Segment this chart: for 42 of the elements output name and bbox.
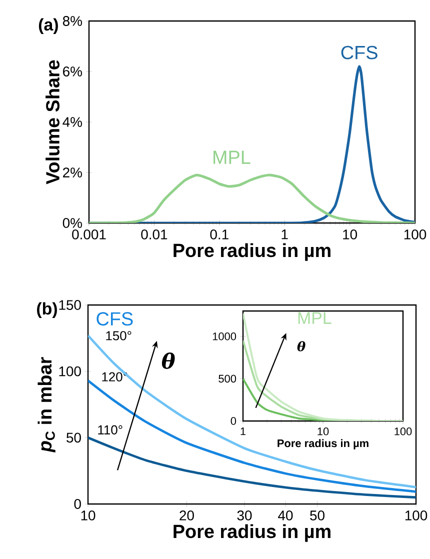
x-axis-title: Pore radius in µm <box>174 524 330 542</box>
y-tick-label: 500 <box>218 374 236 383</box>
y-tick-label: 0 <box>230 417 236 425</box>
y-tick-label: 8% <box>62 16 82 26</box>
series-label: 120° <box>102 372 128 382</box>
series-label: CFS <box>341 46 378 60</box>
y-tick-label: 0 <box>74 499 81 509</box>
annotation: θ <box>297 341 306 352</box>
x-tick-label: 100 <box>404 230 426 240</box>
y-axis-title: Volume Share <box>46 60 60 184</box>
x-tick-label: 1 <box>240 428 246 436</box>
x-axis-title: Pore radius in µm <box>278 439 368 450</box>
y-tick-label: 150 <box>59 300 81 310</box>
series-label: MPL <box>214 150 250 164</box>
x-tick-label: 30 <box>237 510 252 520</box>
x-tick-label: 10 <box>81 510 96 520</box>
y-tick-label: 4% <box>62 117 82 127</box>
x-tick-label: 50 <box>310 510 324 520</box>
x-axis-title: Pore radius in µm <box>174 243 330 261</box>
x-tick-label: 100 <box>394 428 412 436</box>
y-tick-label: 0% <box>62 218 82 228</box>
x-tick-label: 0.1 <box>210 230 228 240</box>
y-tick-label: 100 <box>59 366 81 376</box>
x-tick-label: 100 <box>405 510 428 520</box>
y-axis-title: p$_{C}$ in mbar <box>38 357 56 453</box>
series-label: 150° <box>106 331 132 340</box>
x-tick-label: 1 <box>282 230 288 240</box>
x-tick-label: 10 <box>343 230 358 240</box>
y-tick-label: 1000 <box>212 332 236 340</box>
x-tick-label: 0.01 <box>141 230 168 240</box>
y-tick-label: 2% <box>63 168 82 178</box>
annotation: MPL <box>298 312 332 324</box>
series-label: 110° <box>98 425 122 434</box>
annotation: CFS <box>96 312 133 326</box>
annotation: θ <box>162 352 175 369</box>
chart-title: (b) <box>37 302 57 318</box>
y-tick-label: 6% <box>63 66 82 76</box>
x-tick-label: 10 <box>318 428 329 436</box>
x-tick-label: 0.001 <box>72 230 106 240</box>
chart-title: (a) <box>38 18 58 34</box>
x-tick-label: 20 <box>180 510 194 520</box>
x-tick-label: 40 <box>278 510 293 520</box>
